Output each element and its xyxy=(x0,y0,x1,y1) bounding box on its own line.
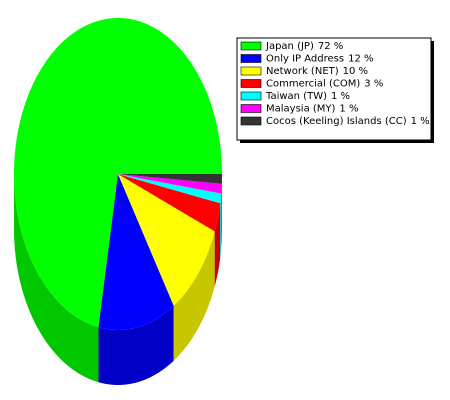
legend-swatch xyxy=(240,91,262,101)
pie-side xyxy=(221,183,222,249)
pie-slice xyxy=(98,174,174,330)
legend-value: 72 % xyxy=(318,41,343,52)
legend xyxy=(236,37,432,141)
legend-label: Cocos (Keeling) Islands (CC) 1 % xyxy=(266,116,430,127)
legend-value: 3 % xyxy=(364,79,383,90)
legend-swatch xyxy=(240,116,262,126)
legend-swatch xyxy=(240,41,262,51)
legend-value: 10 % xyxy=(343,66,368,77)
legend-value: 1 % xyxy=(411,116,430,127)
pie-slice xyxy=(118,174,222,204)
legend-value: 1 % xyxy=(331,91,350,102)
pie-slice xyxy=(118,174,222,184)
legend-label: Taiwan (TW) 1 % xyxy=(265,91,350,102)
pie-slice xyxy=(118,174,215,306)
pie-side xyxy=(220,193,222,259)
legend-label: Japan (JP) 72 % xyxy=(265,41,343,52)
legend-label: Commercial (COM) 3 % xyxy=(266,79,383,90)
legend-label: Only IP Address 12 % xyxy=(266,54,373,65)
legend-category: Cocos (Keeling) Islands (CC) xyxy=(266,116,407,127)
legend-swatch xyxy=(240,54,262,63)
legend-value: 1 % xyxy=(339,104,358,115)
legend-label: Malaysia (MY) 1 % xyxy=(266,104,358,115)
pie-side xyxy=(214,203,221,287)
legend-category: Network (NET) xyxy=(266,66,339,77)
pie-side xyxy=(98,305,174,385)
legend-swatch xyxy=(240,79,262,88)
legend-category: Malaysia (MY) xyxy=(266,104,336,115)
legend-swatch xyxy=(240,104,262,113)
pie-slice xyxy=(118,174,221,232)
legend-value: 12 % xyxy=(348,54,373,65)
pie-side xyxy=(14,174,99,383)
pie-slice xyxy=(14,18,222,328)
legend-swatch xyxy=(240,66,262,76)
pie-slice xyxy=(118,174,222,194)
legend-category: Commercial (COM) xyxy=(266,79,360,90)
legend-category: Taiwan (TW) xyxy=(265,91,327,102)
legend-category: Only IP Address xyxy=(266,54,344,65)
pie-side xyxy=(173,231,215,361)
legend-category: Japan (JP) xyxy=(265,41,314,52)
legend-label: Network (NET) 10 % xyxy=(266,66,368,77)
